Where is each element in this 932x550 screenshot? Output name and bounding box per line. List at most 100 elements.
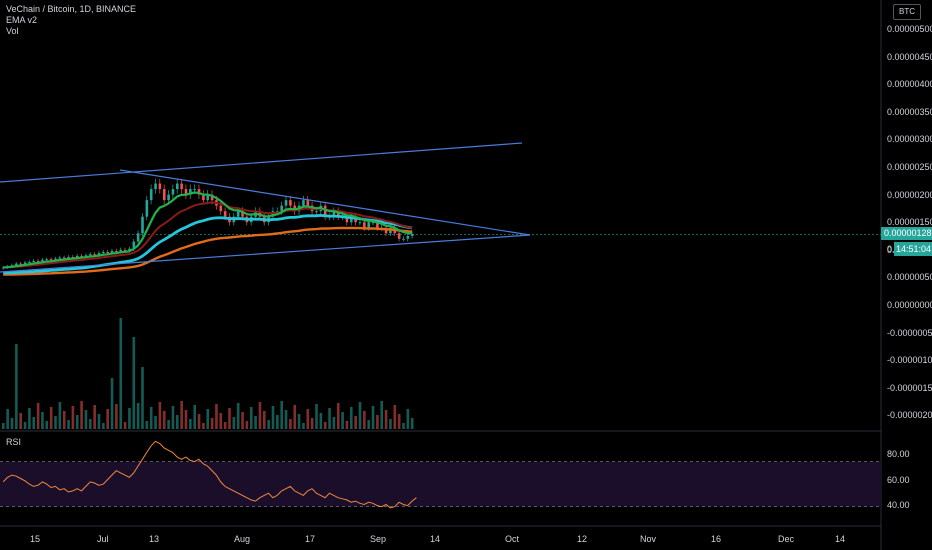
candle-body — [202, 194, 205, 201]
price-tick-label: 0.00000400 — [887, 79, 932, 90]
volume-bar — [15, 344, 18, 429]
candle-body — [210, 194, 214, 201]
ema-legend[interactable]: EMA v2 — [6, 15, 38, 25]
candle-body — [323, 205, 327, 217]
volume-bar — [2, 423, 5, 429]
volume-bar — [267, 420, 270, 429]
ema-fast-line — [3, 191, 413, 269]
volume-bar — [232, 417, 236, 429]
candle-body — [45, 259, 49, 261]
candle-body — [149, 189, 153, 201]
volume-bar — [41, 412, 44, 429]
candle-body — [67, 256, 70, 259]
volume-bar — [115, 404, 118, 429]
volume-bar — [180, 401, 183, 429]
volume-bar — [202, 423, 205, 429]
candle-body — [350, 216, 353, 223]
rsi-label[interactable]: RSI — [6, 437, 22, 447]
volume-bar — [197, 414, 201, 429]
volume-bar — [271, 406, 275, 429]
volume-bar — [119, 318, 123, 429]
rsi-band — [0, 461, 881, 507]
volume-bar — [406, 409, 410, 429]
candle-body — [280, 205, 283, 212]
volume-bar — [258, 402, 262, 429]
candle-body — [119, 249, 123, 252]
volume-bar — [184, 410, 188, 429]
volume-bar — [380, 401, 384, 429]
candle-body — [180, 183, 183, 190]
candle-body — [136, 233, 140, 242]
volume-bar — [62, 411, 66, 429]
candle-body — [171, 189, 175, 195]
volume-bar — [54, 416, 57, 429]
rsi-level-60: 60.00 — [887, 475, 910, 485]
volume-bar — [19, 413, 22, 429]
candle-body — [145, 200, 149, 217]
volume-bar — [228, 408, 231, 429]
price-tick-label: -0.00000200 — [887, 410, 932, 421]
volume-bar — [376, 415, 379, 429]
candle-body — [154, 183, 157, 190]
volume-bar — [45, 421, 49, 429]
volume-bar — [102, 423, 105, 429]
price-tick-label: 0.00000300 — [887, 134, 932, 145]
volume-bar — [149, 407, 153, 429]
candle-body — [302, 200, 305, 206]
candle-body — [49, 259, 53, 261]
candle-body — [58, 257, 62, 259]
volume-bar — [393, 405, 397, 429]
volume-bar — [336, 403, 340, 429]
date-tick-label: 14 — [835, 534, 846, 544]
volume-bar — [410, 418, 414, 429]
price-tick-label: 0.00000500 — [887, 24, 932, 34]
volume-bar — [402, 423, 405, 429]
candle-body — [193, 189, 196, 191]
volume-bar — [215, 404, 218, 429]
volume-bar — [189, 419, 192, 429]
volume-bar — [293, 405, 297, 429]
volume-bar — [319, 413, 323, 429]
volume-bar — [302, 423, 305, 429]
rsi-line — [2, 440, 417, 509]
candle-body — [32, 260, 36, 262]
candle-body — [36, 260, 40, 262]
volume-bar — [206, 409, 210, 429]
volume-bar — [6, 409, 9, 429]
candle-body — [332, 211, 336, 217]
date-tick-label: Dec — [778, 534, 795, 544]
volume-bar — [123, 422, 127, 429]
vol-legend[interactable]: Vol — [6, 26, 19, 36]
candle-body — [115, 250, 118, 252]
price-tick-label: -0.00000100 — [887, 355, 932, 366]
candle-body — [54, 258, 57, 261]
volume-bar — [67, 420, 70, 429]
price-tick-label: 0.00000250 — [887, 162, 932, 172]
volume-bar — [145, 421, 149, 429]
candle-body — [363, 222, 366, 228]
current-price-tag: 0.00000128 — [881, 227, 932, 240]
currency-badge[interactable]: BTC — [893, 4, 921, 20]
descending-trendline — [119, 169, 531, 236]
candle-body — [219, 205, 223, 212]
candle-body — [289, 200, 292, 206]
countdown-prefix: 0. — [887, 244, 895, 254]
volume-bar — [371, 406, 375, 429]
candle-body — [184, 189, 188, 195]
volume-bar — [162, 411, 166, 429]
volume-bar — [93, 405, 96, 429]
candle-body — [123, 249, 127, 251]
volume-bar — [158, 402, 162, 429]
candle-body — [176, 183, 179, 190]
volume-bar — [210, 418, 214, 429]
volume-bar — [36, 403, 40, 429]
candle-body — [345, 216, 349, 223]
price-tick-label: -0.00000050 — [887, 327, 932, 338]
date-tick-label: Sep — [370, 534, 387, 544]
candle-body — [410, 234, 414, 236]
volume-bar — [32, 417, 36, 429]
volume-bar — [154, 416, 157, 429]
candle-body — [406, 236, 410, 239]
volume-bar — [345, 421, 349, 429]
